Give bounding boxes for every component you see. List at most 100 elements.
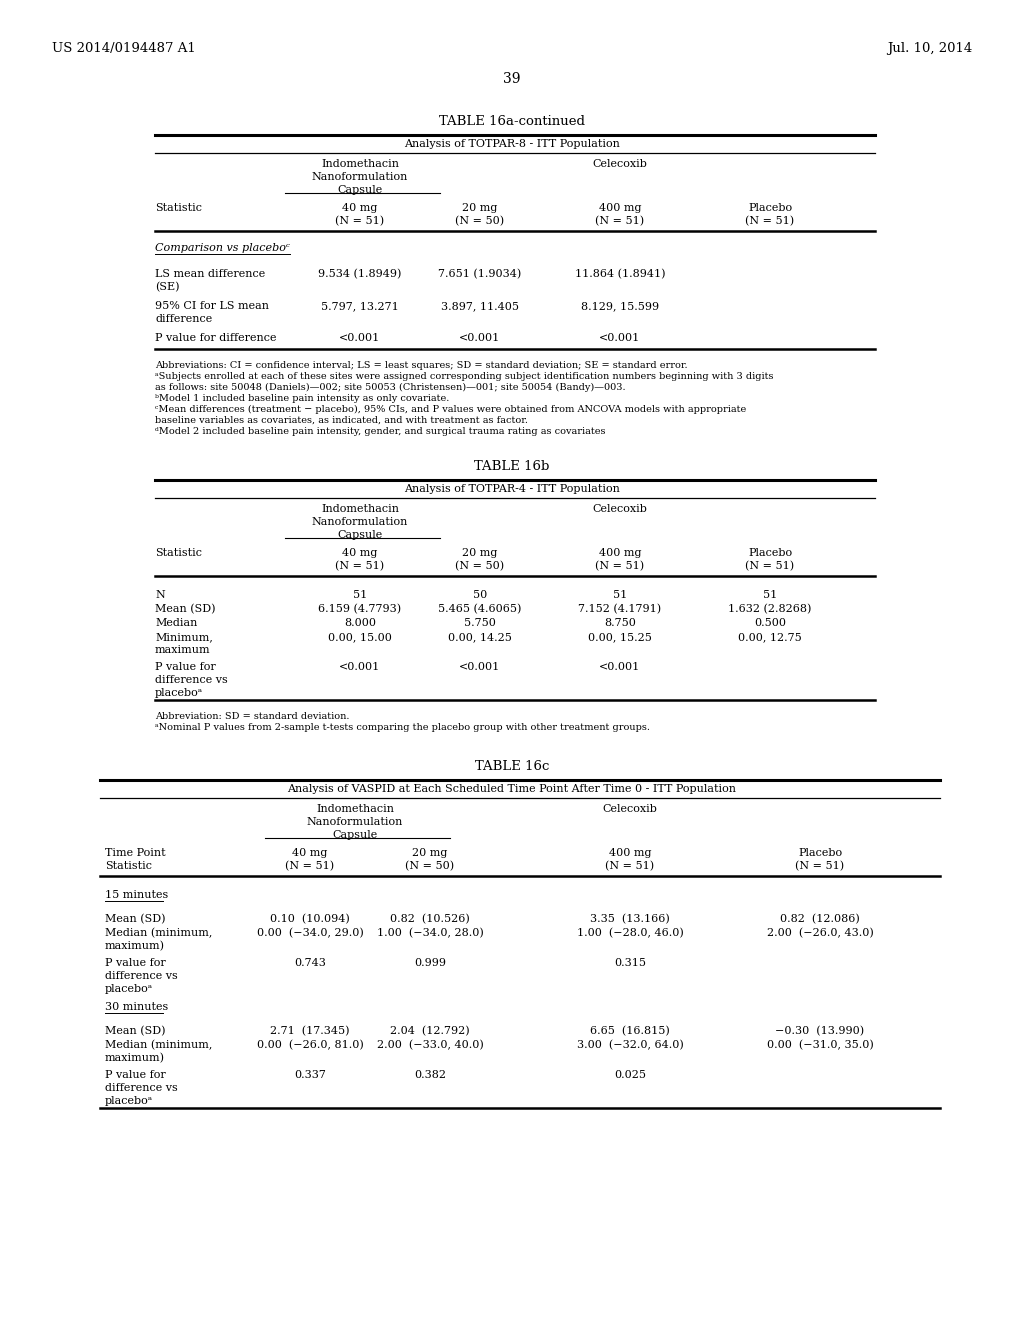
Text: 20 mg: 20 mg	[462, 203, 498, 213]
Text: Analysis of TOTPAR-4 - ITT Population: Analysis of TOTPAR-4 - ITT Population	[404, 484, 620, 494]
Text: 3.897, 11.405: 3.897, 11.405	[441, 301, 519, 312]
Text: maximum): maximum)	[105, 1053, 165, 1064]
Text: 0.500: 0.500	[754, 618, 786, 628]
Text: (N = 51): (N = 51)	[595, 561, 644, 572]
Text: maximum): maximum)	[105, 941, 165, 952]
Text: Median (minimum,: Median (minimum,	[105, 928, 212, 939]
Text: 400 mg: 400 mg	[599, 548, 641, 558]
Text: Analysis of VASPID at Each Scheduled Time Point After Time 0 - ITT Population: Analysis of VASPID at Each Scheduled Tim…	[288, 784, 736, 795]
Text: ᶜMean differences (treatment − placebo), 95% CIs, and P values were obtained fro: ᶜMean differences (treatment − placebo),…	[155, 405, 746, 414]
Text: Capsule: Capsule	[333, 830, 378, 840]
Text: Mean (SD): Mean (SD)	[105, 913, 166, 924]
Text: Jul. 10, 2014: Jul. 10, 2014	[887, 42, 972, 55]
Text: P value for: P value for	[105, 1071, 166, 1080]
Text: TABLE 16c: TABLE 16c	[475, 760, 549, 774]
Text: (N = 51): (N = 51)	[745, 561, 795, 572]
Text: 1.632 (2.8268): 1.632 (2.8268)	[728, 605, 812, 614]
Text: Minimum,: Minimum,	[155, 632, 213, 642]
Text: N: N	[155, 590, 165, 601]
Text: 0.82  (12.086): 0.82 (12.086)	[780, 913, 860, 924]
Text: 40 mg: 40 mg	[342, 203, 378, 213]
Text: <0.001: <0.001	[599, 333, 641, 343]
Text: (N = 51): (N = 51)	[595, 216, 644, 226]
Text: (SE): (SE)	[155, 282, 179, 292]
Text: placeboᵃ: placeboᵃ	[155, 688, 203, 698]
Text: −0.30  (13.990): −0.30 (13.990)	[775, 1026, 864, 1036]
Text: 0.382: 0.382	[414, 1071, 446, 1080]
Text: TABLE 16b: TABLE 16b	[474, 459, 550, 473]
Text: Time Point: Time Point	[105, 847, 166, 858]
Text: (N = 51): (N = 51)	[796, 861, 845, 871]
Text: difference vs: difference vs	[105, 1082, 178, 1093]
Text: 7.152 (4.1791): 7.152 (4.1791)	[579, 605, 662, 614]
Text: <0.001: <0.001	[339, 333, 381, 343]
Text: ᵃNominal P values from 2-sample t-tests comparing the placebo group with other t: ᵃNominal P values from 2-sample t-tests …	[155, 723, 650, 733]
Text: 2.04  (12.792): 2.04 (12.792)	[390, 1026, 470, 1036]
Text: 51: 51	[613, 590, 627, 601]
Text: 30 minutes: 30 minutes	[105, 1002, 168, 1012]
Text: 400 mg: 400 mg	[599, 203, 641, 213]
Text: 95% CI for LS mean: 95% CI for LS mean	[155, 301, 269, 312]
Text: Nanoformulation: Nanoformulation	[307, 817, 403, 828]
Text: 8.000: 8.000	[344, 618, 376, 628]
Text: (N = 50): (N = 50)	[456, 216, 505, 226]
Text: P value for: P value for	[105, 958, 166, 968]
Text: Nanoformulation: Nanoformulation	[312, 172, 409, 182]
Text: 0.00, 14.25: 0.00, 14.25	[449, 632, 512, 642]
Text: Nanoformulation: Nanoformulation	[312, 517, 409, 527]
Text: 8.129, 15.599: 8.129, 15.599	[581, 301, 659, 312]
Text: (N = 51): (N = 51)	[745, 216, 795, 226]
Text: 0.00  (−26.0, 81.0): 0.00 (−26.0, 81.0)	[257, 1040, 364, 1051]
Text: 2.00  (−33.0, 40.0): 2.00 (−33.0, 40.0)	[377, 1040, 483, 1051]
Text: 0.00, 15.25: 0.00, 15.25	[588, 632, 652, 642]
Text: 6.159 (4.7793): 6.159 (4.7793)	[318, 605, 401, 614]
Text: 0.999: 0.999	[414, 958, 446, 968]
Text: 51: 51	[763, 590, 777, 601]
Text: Indomethacin: Indomethacin	[321, 504, 399, 513]
Text: P value for: P value for	[155, 663, 216, 672]
Text: <0.001: <0.001	[460, 663, 501, 672]
Text: Analysis of TOTPAR-8 - ITT Population: Analysis of TOTPAR-8 - ITT Population	[404, 139, 620, 149]
Text: 40 mg: 40 mg	[342, 548, 378, 558]
Text: Statistic: Statistic	[155, 203, 202, 213]
Text: 20 mg: 20 mg	[462, 548, 498, 558]
Text: placeboᵃ: placeboᵃ	[105, 1096, 154, 1106]
Text: 40 mg: 40 mg	[292, 847, 328, 858]
Text: 15 minutes: 15 minutes	[105, 890, 168, 900]
Text: 3.35  (13.166): 3.35 (13.166)	[590, 913, 670, 924]
Text: difference: difference	[155, 314, 212, 323]
Text: 5.750: 5.750	[464, 618, 496, 628]
Text: Celecoxib: Celecoxib	[593, 504, 647, 513]
Text: 8.750: 8.750	[604, 618, 636, 628]
Text: <0.001: <0.001	[460, 333, 501, 343]
Text: <0.001: <0.001	[599, 663, 641, 672]
Text: 0.00, 12.75: 0.00, 12.75	[738, 632, 802, 642]
Text: 3.00  (−32.0, 64.0): 3.00 (−32.0, 64.0)	[577, 1040, 683, 1051]
Text: 2.71  (17.345): 2.71 (17.345)	[270, 1026, 350, 1036]
Text: 1.00  (−34.0, 28.0): 1.00 (−34.0, 28.0)	[377, 928, 483, 939]
Text: Celecoxib: Celecoxib	[602, 804, 657, 814]
Text: 0.743: 0.743	[294, 958, 326, 968]
Text: 11.864 (1.8941): 11.864 (1.8941)	[574, 269, 666, 280]
Text: 39: 39	[503, 73, 521, 86]
Text: Median (minimum,: Median (minimum,	[105, 1040, 212, 1051]
Text: Median: Median	[155, 618, 198, 628]
Text: ᵇModel 1 included baseline pain intensity as only covariate.: ᵇModel 1 included baseline pain intensit…	[155, 393, 450, 403]
Text: Celecoxib: Celecoxib	[593, 158, 647, 169]
Text: 20 mg: 20 mg	[413, 847, 447, 858]
Text: difference vs: difference vs	[105, 972, 178, 981]
Text: 7.651 (1.9034): 7.651 (1.9034)	[438, 269, 521, 280]
Text: Placebo: Placebo	[748, 548, 792, 558]
Text: 1.00  (−28.0, 46.0): 1.00 (−28.0, 46.0)	[577, 928, 683, 939]
Text: 5.797, 13.271: 5.797, 13.271	[322, 301, 399, 312]
Text: LS mean difference: LS mean difference	[155, 269, 265, 279]
Text: Indomethacin: Indomethacin	[321, 158, 399, 169]
Text: Comparison vs placeboᶜ: Comparison vs placeboᶜ	[155, 243, 290, 253]
Text: 5.465 (4.6065): 5.465 (4.6065)	[438, 605, 521, 614]
Text: (N = 51): (N = 51)	[336, 561, 385, 572]
Text: maximum: maximum	[155, 645, 211, 655]
Text: difference vs: difference vs	[155, 675, 227, 685]
Text: 2.00  (−26.0, 43.0): 2.00 (−26.0, 43.0)	[767, 928, 873, 939]
Text: Statistic: Statistic	[105, 861, 152, 871]
Text: ᵈModel 2 included baseline pain intensity, gender, and surgical trauma rating as: ᵈModel 2 included baseline pain intensit…	[155, 426, 605, 436]
